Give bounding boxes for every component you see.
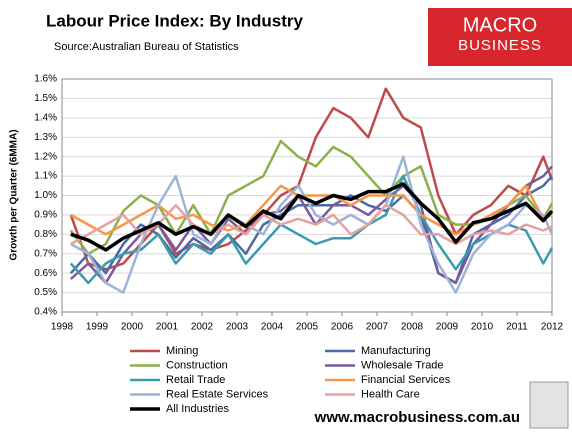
x-tick-label: 2011	[506, 322, 528, 333]
y-tick-label: 1.3%	[34, 132, 57, 143]
brand-line2: BUSINESS	[458, 37, 542, 54]
chart-title: Labour Price Index: By Industry	[46, 11, 303, 30]
chart-subtitle: Source:Australian Bureau of Statistics	[54, 41, 239, 53]
legend-label: All Industries	[166, 403, 229, 415]
legend-label: Wholesale Trade	[361, 359, 444, 371]
y-tick-label: 0.6%	[34, 268, 57, 279]
legend-label: Health Care	[361, 388, 420, 400]
x-tick-label: 1998	[51, 322, 74, 333]
x-tick-label: 2000	[121, 322, 144, 333]
legend-label: Retail Trade	[166, 374, 225, 386]
x-tick-label: 2012	[541, 322, 564, 333]
plot-border	[61, 78, 553, 313]
x-tick-label: 2005	[296, 322, 319, 333]
y-tick-label: 1.0%	[34, 190, 57, 201]
x-tick-label: 2001	[156, 322, 179, 333]
series-line	[70, 155, 554, 294]
x-tick-label: 2002	[191, 322, 214, 333]
y-axis-label: Growth per Quarter (6MMA)	[9, 129, 20, 260]
y-tick-label: 0.5%	[34, 287, 57, 298]
y-tick-label: 0.8%	[34, 229, 57, 240]
series-line	[70, 182, 554, 252]
x-tick-label: 2003	[226, 322, 249, 333]
y-tick-label: 1.2%	[34, 151, 57, 162]
legend-label: Real Estate Services	[166, 388, 269, 400]
series-line	[69, 174, 554, 285]
series-line	[70, 203, 553, 246]
wolf-logo	[529, 381, 569, 429]
x-tick-label: 2008	[401, 322, 424, 333]
brand-box	[428, 8, 572, 66]
x-tick-label: 1999	[86, 322, 109, 333]
x-tick-label: 2004	[261, 322, 284, 333]
legend-label: Financial Services	[361, 374, 451, 386]
x-tick-label: 2009	[436, 322, 459, 333]
y-tick-label: 1.6%	[34, 74, 57, 85]
y-tick-label: 0.9%	[34, 210, 57, 221]
brand-line1: MACRO	[463, 14, 537, 36]
legend-label: Construction	[166, 359, 228, 371]
y-tick-label: 1.4%	[34, 112, 57, 123]
x-tick-label: 2007	[366, 322, 389, 333]
y-tick-label: 1.1%	[34, 171, 57, 182]
y-tick-label: 0.4%	[34, 307, 57, 318]
y-tick-label: 1.5%	[34, 93, 57, 104]
series-line	[69, 175, 553, 285]
y-tick-label: 0.7%	[34, 248, 57, 259]
footer: www.macrobusiness.com.au	[314, 409, 520, 426]
x-tick-label: 2006	[331, 322, 354, 333]
legend-label: Manufacturing	[361, 345, 431, 357]
x-tick-label: 2010	[471, 322, 494, 333]
legend-label: Mining	[166, 345, 198, 357]
